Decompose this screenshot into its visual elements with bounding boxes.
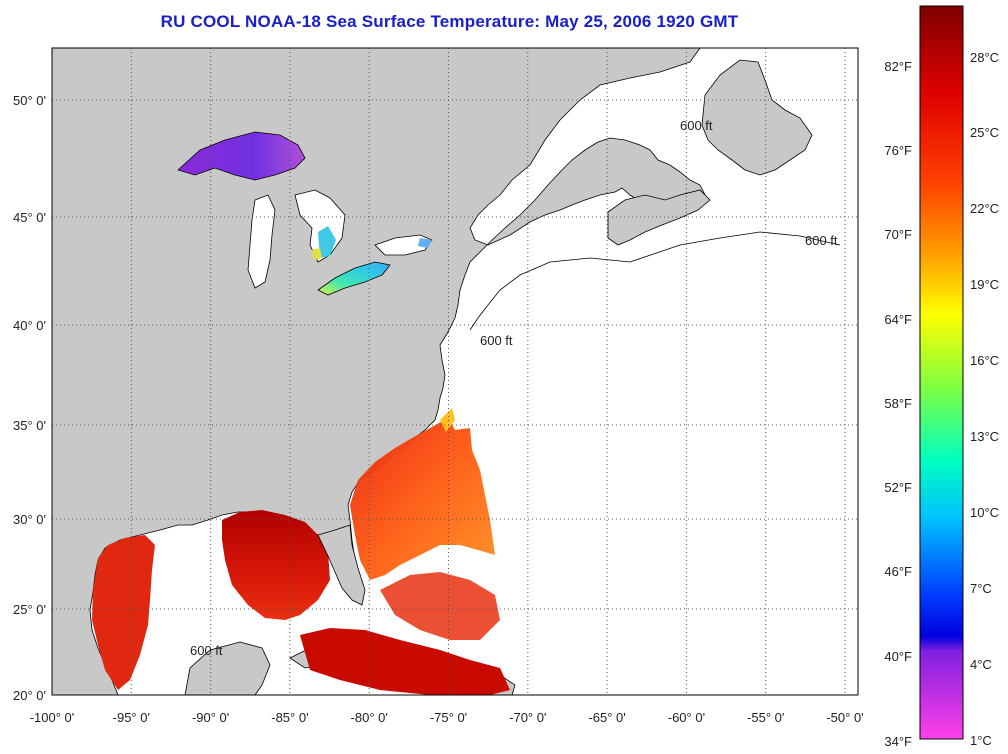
isobath-label-east: 600 ft [805, 233, 838, 248]
latitude-label: 50° 0' [13, 93, 46, 108]
land-newfoundland [701, 59, 813, 176]
lake-ontario-sst [418, 238, 432, 248]
longitude-labels: -100° 0' -95° 0' -90° 0' -85° 0' -80° 0' -75°… [30, 710, 864, 725]
land-florida [317, 524, 366, 606]
longitude-label: -65° 0' [588, 710, 625, 725]
isobath-label-gulf: 600 ft [190, 643, 223, 658]
latitude-label: 25° 0' [13, 602, 46, 617]
latitude-label: 35° 0' [13, 418, 46, 433]
sst-atlantic-yellow [440, 408, 455, 432]
sst-bahamas [380, 572, 500, 640]
longitude-label: -50° 0' [826, 710, 863, 725]
land-north-america [52, 48, 706, 695]
lake-huron-sst [318, 226, 336, 258]
longitude-label: -70° 0' [509, 710, 546, 725]
isobath-label: 600 ft [480, 333, 513, 348]
isobath-line [469, 231, 841, 331]
lake-huron-sst-warm [312, 248, 322, 260]
isobath-label-north: 600 ft [680, 118, 713, 133]
sst-gulf-west [92, 535, 155, 690]
latitude-labels: 50° 0' 45° 0' 40° 0' 35° 0' 30° 0' 25° 0' 20° … [13, 93, 46, 703]
map-frame [51, 47, 859, 696]
longitude-label: -75° 0' [430, 710, 467, 725]
longitude-label: -60° 0' [668, 710, 705, 725]
lake-michigan [247, 194, 276, 289]
lake-erie [317, 261, 391, 296]
land-nova-scotia [607, 189, 711, 246]
longitude-label: -95° 0' [113, 710, 150, 725]
map-title: RU COOL NOAA-18 Sea Surface Temperature:… [160, 12, 739, 31]
sst-gulf-north [222, 510, 330, 620]
longitude-label: -85° 0' [271, 710, 308, 725]
sst-atlantic-patch [350, 418, 495, 580]
latitude-label: 20° 0' [13, 688, 46, 703]
longitude-label: -80° 0' [351, 710, 388, 725]
latitude-label: 30° 0' [13, 512, 46, 527]
latitude-label: 40° 0' [13, 318, 46, 333]
land-yucatan [184, 641, 271, 695]
longitude-label: -55° 0' [747, 710, 784, 725]
longitude-label: -90° 0' [192, 710, 229, 725]
lake-superior [177, 131, 306, 181]
longitude-label: -100° 0' [30, 710, 75, 725]
latitude-label: 45° 0' [13, 210, 46, 225]
sst-caribbean [300, 628, 510, 695]
